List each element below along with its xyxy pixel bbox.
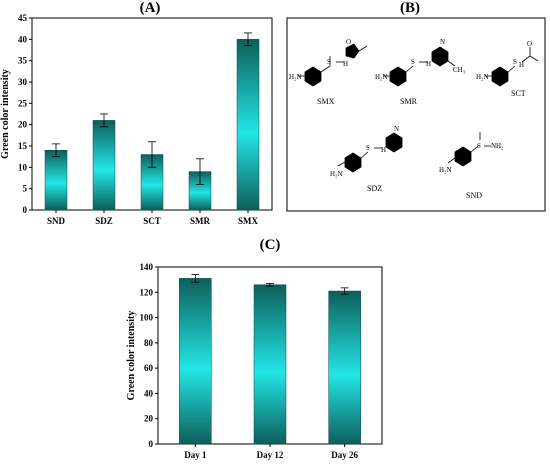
smr-amine-label: H₂N	[375, 73, 388, 81]
sct-sulfur-label: S	[513, 58, 517, 66]
chart-a-ytick-label: 25	[18, 98, 28, 108]
panel-c-title: (C)	[259, 237, 281, 253]
panel-b-title: (B)	[400, 0, 420, 16]
chart-a-ytick-label: 35	[18, 56, 28, 66]
chart-a-xtick-label: SND	[47, 216, 66, 226]
chart-a-xtick-label: SMX	[238, 216, 259, 226]
structure-snd	[447, 132, 491, 167]
sdz-amine-label: H₂N	[330, 170, 343, 178]
chart-c-ytick-label: 40	[144, 388, 154, 398]
chart-c-ylabel: Green color intensity	[126, 311, 137, 401]
chart-c-xtick-label: Day 26	[331, 450, 358, 460]
smr-ring-n-label: N	[440, 38, 445, 46]
panel-a-title: (A)	[139, 0, 161, 16]
chart-a-ytick-label: 5	[23, 184, 28, 194]
chart-c-xtick-label: Day 12	[257, 450, 284, 460]
chart-c: 0 20 40 60 80 100 120 140 Day 1 Day 12 Day 26 Green…	[126, 262, 383, 460]
structure-name-smr: SMR	[400, 97, 418, 106]
chart-c-bar-day-1	[179, 278, 212, 445]
chart-c-xtick-label: Day 1	[184, 450, 207, 460]
structure-smr	[383, 46, 456, 87]
chart-a-ytick-label: 20	[18, 120, 28, 130]
smr-nitrogen-label: H	[426, 60, 431, 68]
structure-sct	[485, 47, 539, 87]
structure-name-smx: SMX	[317, 97, 335, 106]
smx-sulfur-label: S	[327, 58, 331, 66]
chart-a: 0 5 10 15 20 25 30 35 40 45 SND SDZ SCT SMR SMX Green c…	[0, 13, 273, 226]
chart-a-ytick-label: 0	[23, 205, 28, 215]
smx-ring-o-label: O	[346, 38, 351, 46]
chart-c-ytick-label: 0	[149, 439, 154, 449]
chart-c-bar-day-12	[253, 284, 287, 445]
chart-c-ytick-label: 80	[144, 338, 154, 348]
chart-a-bar-smx	[236, 39, 260, 211]
chart-a-xtick-label: SMR	[190, 216, 211, 226]
chart-c-bar-day-26	[328, 290, 361, 445]
smx-amine-label: H₂N	[289, 73, 302, 81]
snd-sulfonamide-label: NH₂	[491, 142, 504, 150]
smr-methyl-label: CH₃	[453, 66, 466, 74]
chart-c-ytick-label: 140	[140, 262, 154, 272]
structure-name-sdz: SDZ	[367, 184, 382, 193]
sct-nitrogen-label: H	[519, 61, 524, 69]
chart-c-ytick-label: 120	[140, 287, 154, 297]
smr-sulfur-label: S	[411, 58, 415, 66]
sct-carbonyl-o-label: O	[527, 40, 532, 48]
chart-a-ytick-label: 10	[18, 162, 28, 172]
structure-sdz	[337, 132, 403, 173]
chart-c-ytick-label: 100	[140, 313, 154, 323]
structure-name-snd: SND	[466, 191, 482, 200]
smx-nitrogen-label: H	[343, 60, 348, 68]
structure-name-sct: SCT	[511, 89, 526, 98]
snd-sulfur-label: S	[477, 142, 481, 150]
sdz-sulfur-label: S	[366, 144, 370, 152]
sct-amine-label: H₂N	[476, 73, 489, 81]
sdz-ring-n-label: N	[394, 125, 399, 133]
chart-a-ylabel: Green color intensity	[0, 69, 11, 159]
chart-a-ytick-label: 40	[18, 34, 28, 44]
panel-b-frame	[286, 17, 546, 212]
chart-a-xtick-label: SDZ	[95, 216, 113, 226]
chart-a-xtick-label: SCT	[143, 216, 161, 226]
chart-c-ytick-label: 20	[144, 414, 154, 424]
structure-smx	[298, 43, 368, 87]
chart-a-ytick-label: 45	[18, 13, 28, 23]
sdz-nitrogen-label: H	[381, 146, 386, 154]
chart-a-ytick-label: 15	[18, 141, 28, 151]
chart-a-ytick-label: 30	[18, 77, 28, 87]
chart-c-ytick-label: 60	[144, 363, 154, 373]
snd-amine-label: H₂N	[439, 166, 452, 174]
chart-a-bar-snd	[44, 150, 68, 211]
chart-a-bar-sdz	[92, 120, 116, 211]
